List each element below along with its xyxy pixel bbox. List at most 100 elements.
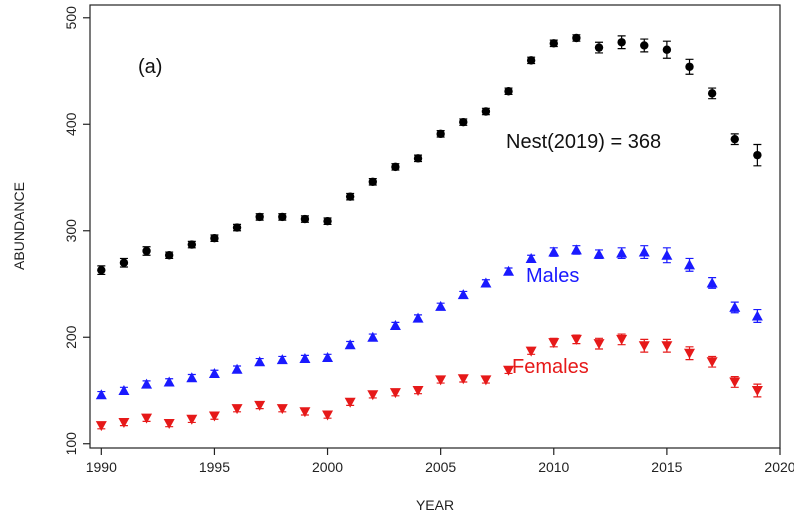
data-point bbox=[322, 351, 334, 362]
data-point bbox=[638, 246, 650, 257]
data-point bbox=[344, 397, 356, 408]
x-axis: 1990 1995 2000 2005 2010 2015 2020 bbox=[86, 448, 794, 475]
data-point bbox=[344, 339, 356, 350]
x-tick-label: 2000 bbox=[312, 459, 343, 475]
data-point bbox=[481, 107, 491, 116]
y-tick-label: 500 bbox=[63, 6, 79, 30]
data-point bbox=[729, 377, 741, 388]
data-point bbox=[638, 341, 650, 352]
series-layer bbox=[95, 33, 763, 432]
data-point bbox=[163, 419, 175, 430]
data-point bbox=[549, 39, 558, 48]
y-tick-label: 400 bbox=[63, 112, 79, 136]
data-point bbox=[503, 265, 515, 276]
data-point bbox=[413, 154, 423, 163]
males-annotation: Males bbox=[526, 265, 579, 287]
data-point bbox=[640, 41, 649, 50]
data-point bbox=[231, 363, 243, 374]
data-point bbox=[118, 384, 130, 395]
data-point bbox=[548, 338, 560, 349]
data-point bbox=[525, 346, 537, 357]
data-point bbox=[389, 388, 401, 399]
data-point bbox=[480, 375, 492, 386]
data-point bbox=[684, 259, 696, 270]
data-point bbox=[95, 389, 107, 400]
data-point bbox=[412, 385, 424, 396]
data-point bbox=[186, 372, 198, 383]
data-point bbox=[436, 129, 445, 139]
data-point bbox=[730, 134, 739, 144]
plot-frame bbox=[89, 4, 781, 449]
data-point bbox=[617, 38, 626, 47]
data-point bbox=[368, 177, 377, 186]
data-point bbox=[276, 354, 288, 365]
x-tick-label: 2015 bbox=[651, 459, 682, 475]
data-point bbox=[662, 45, 672, 54]
data-point bbox=[616, 247, 628, 258]
x-tick-label: 1990 bbox=[86, 459, 117, 475]
x-tick-label: 2010 bbox=[538, 459, 569, 475]
data-point bbox=[457, 289, 469, 300]
data-point bbox=[164, 251, 174, 260]
y-axis-title: ABUNDANCE bbox=[11, 182, 27, 270]
data-point bbox=[661, 249, 673, 260]
data-point bbox=[525, 252, 537, 263]
data-point bbox=[594, 43, 604, 52]
data-point bbox=[616, 334, 628, 345]
data-point bbox=[276, 404, 288, 415]
data-point bbox=[389, 320, 401, 331]
x-tick-label: 2020 bbox=[764, 459, 794, 475]
data-point bbox=[459, 117, 468, 127]
data-point bbox=[751, 310, 763, 321]
data-point bbox=[480, 277, 492, 288]
x-tick-label: 2005 bbox=[425, 459, 456, 475]
data-point bbox=[661, 341, 673, 352]
y-tick-label: 300 bbox=[63, 219, 79, 243]
data-point bbox=[593, 339, 605, 350]
data-point bbox=[526, 56, 536, 65]
data-point bbox=[141, 378, 153, 389]
data-point bbox=[685, 62, 694, 71]
data-point bbox=[706, 277, 718, 288]
series-females bbox=[95, 333, 763, 432]
data-point bbox=[729, 301, 741, 312]
data-point bbox=[548, 246, 560, 257]
data-point bbox=[299, 407, 311, 418]
data-point bbox=[751, 385, 763, 396]
data-point bbox=[119, 258, 129, 267]
data-point bbox=[142, 246, 151, 256]
x-tick-label: 1995 bbox=[199, 459, 230, 475]
data-point bbox=[391, 162, 400, 172]
data-point bbox=[254, 400, 266, 411]
y-tick-label: 100 bbox=[63, 432, 79, 456]
data-point bbox=[345, 192, 355, 201]
data-point bbox=[118, 417, 130, 428]
data-point bbox=[231, 404, 243, 415]
nest-annotation: Nest(2019) = 368 bbox=[506, 131, 661, 153]
data-point bbox=[278, 212, 287, 222]
data-point bbox=[572, 33, 581, 43]
data-point bbox=[187, 240, 197, 249]
data-point bbox=[504, 87, 513, 96]
y-tick-label: 200 bbox=[63, 325, 79, 349]
data-point bbox=[707, 89, 717, 98]
data-point bbox=[323, 216, 332, 226]
data-point bbox=[367, 331, 379, 342]
data-point bbox=[570, 334, 582, 345]
data-point bbox=[208, 411, 220, 422]
data-point bbox=[141, 413, 153, 424]
data-point bbox=[753, 150, 762, 160]
data-point bbox=[684, 348, 696, 359]
data-point bbox=[299, 353, 311, 364]
panel-label: (a) bbox=[138, 56, 162, 78]
data-point bbox=[457, 374, 469, 385]
data-point bbox=[322, 410, 334, 421]
y-axis: 100 200 300 400 500 bbox=[63, 6, 90, 456]
data-point bbox=[163, 376, 175, 387]
data-point bbox=[95, 421, 107, 432]
data-point bbox=[300, 214, 310, 224]
data-point bbox=[570, 244, 582, 255]
data-point bbox=[208, 367, 220, 378]
